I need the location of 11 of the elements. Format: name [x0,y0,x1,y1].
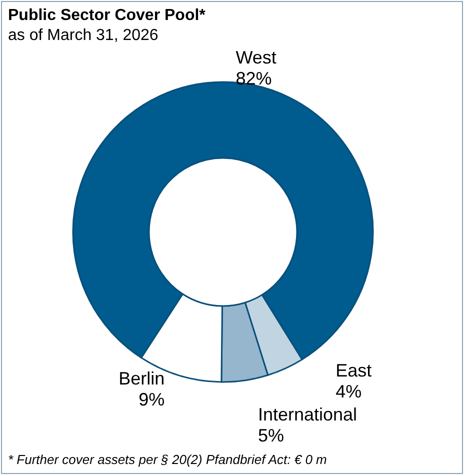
slice-label: East [336,360,372,381]
chart-title: Public Sector Cover Pool* [8,7,206,25]
data-label: 82% [236,68,272,89]
data-label: 4% [336,382,362,402]
data-label: 9% [138,390,165,410]
slice-label: Berlin [118,368,165,388]
slice-label: West [236,48,276,68]
slice-label: International [258,404,358,425]
chart-subtitle: as of March 31, 2026 [8,27,158,45]
data-label: 5% [258,426,284,446]
text: * Further cover assets per § 20(2) Pfandbrief Act: € 0 m [8,452,327,467]
